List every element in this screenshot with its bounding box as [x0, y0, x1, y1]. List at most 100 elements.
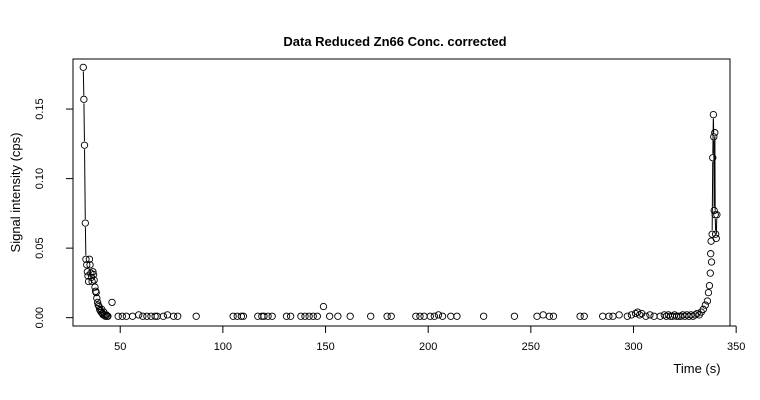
data-point — [286, 312, 295, 320]
data-point — [691, 311, 699, 319]
data-point — [135, 311, 143, 319]
data-point — [615, 311, 623, 319]
data-point — [646, 311, 654, 319]
data-point — [192, 312, 200, 320]
data-point — [708, 230, 716, 238]
data-point — [650, 312, 658, 320]
data-point — [128, 312, 137, 320]
data-point — [268, 312, 276, 320]
data-point — [93, 294, 101, 302]
y-tick-label: 0.00 — [34, 307, 46, 328]
data-point — [114, 312, 122, 320]
data-point — [169, 312, 178, 320]
data-point — [367, 312, 375, 320]
data-point — [623, 312, 631, 320]
data-point — [479, 312, 488, 320]
data-point — [319, 302, 328, 311]
data-point — [92, 288, 100, 297]
series-lines — [82, 71, 718, 256]
y-tick-label: 0.15 — [34, 98, 46, 119]
data-point — [701, 301, 710, 309]
data-point — [707, 250, 715, 258]
data-point — [710, 133, 718, 141]
data-point — [80, 141, 89, 149]
y-axis: 0.00 0.05 0.10 0.15 — [34, 98, 74, 328]
data-point — [301, 312, 309, 320]
data-point — [412, 312, 420, 320]
data-point — [89, 268, 97, 276]
data-point — [93, 298, 102, 307]
data-point — [447, 312, 455, 320]
data-point — [420, 312, 428, 320]
data-point — [313, 312, 321, 320]
data-point — [237, 312, 246, 320]
data-point — [426, 312, 434, 320]
data-point — [83, 268, 92, 276]
data-point — [711, 230, 720, 238]
data-point — [334, 312, 342, 320]
data-point — [699, 305, 707, 313]
data-point — [704, 288, 713, 297]
series-line-segment — [711, 161, 714, 231]
data-point — [79, 63, 87, 71]
data-point — [707, 258, 716, 266]
data-point — [122, 312, 131, 320]
data-point — [709, 154, 717, 162]
data-point — [705, 282, 714, 290]
data-point — [89, 270, 98, 279]
y-axis-label: Signal intensity (cps) — [8, 133, 23, 253]
data-point — [539, 311, 547, 319]
data-point — [711, 129, 719, 137]
data-point — [102, 311, 110, 319]
data-point — [576, 312, 584, 320]
data-point — [599, 312, 607, 320]
x-tick-label: 350 — [727, 341, 745, 353]
data-point — [706, 269, 714, 277]
data-point — [260, 312, 268, 320]
data-point — [309, 312, 317, 320]
data-point — [346, 312, 354, 320]
data-point — [533, 312, 541, 320]
data-point — [282, 312, 291, 320]
data-point — [174, 312, 182, 320]
data-point — [712, 234, 720, 243]
data-point — [627, 311, 636, 319]
data-point — [510, 312, 519, 320]
data-point — [239, 312, 248, 320]
x-axis: 50 100 150 200 250 300 350 — [114, 325, 745, 353]
data-point — [545, 312, 553, 320]
x-tick-label: 300 — [624, 341, 642, 353]
data-point — [264, 312, 272, 320]
data-point — [416, 312, 424, 320]
chart-title: Data Reduced Zn66 Conc. corrected — [283, 34, 506, 49]
data-point — [580, 312, 588, 320]
data-point — [693, 309, 701, 318]
data-point — [325, 312, 334, 320]
data-point — [642, 312, 650, 320]
data-point — [609, 312, 617, 320]
data-point — [143, 312, 151, 320]
x-tick-label: 150 — [316, 341, 334, 353]
data-point — [434, 311, 443, 319]
data-point — [91, 283, 99, 291]
data-point — [159, 312, 167, 320]
data-point — [709, 110, 718, 119]
data-point — [430, 312, 438, 320]
data-point — [305, 312, 313, 320]
series-line-segment — [84, 149, 86, 220]
data-point — [549, 312, 558, 320]
series-points — [79, 63, 721, 320]
data-point — [139, 312, 147, 320]
data-point — [88, 277, 96, 286]
data-point — [86, 261, 94, 269]
x-axis-label: Time (s) — [673, 361, 720, 376]
data-point — [713, 211, 721, 219]
x-tick-label: 250 — [522, 341, 540, 353]
y-tick-label: 0.10 — [34, 168, 46, 189]
data-point — [81, 219, 89, 227]
x-tick-label: 100 — [214, 341, 232, 353]
data-point — [163, 311, 172, 319]
data-point — [85, 255, 94, 263]
x-tick-label: 200 — [419, 341, 437, 353]
